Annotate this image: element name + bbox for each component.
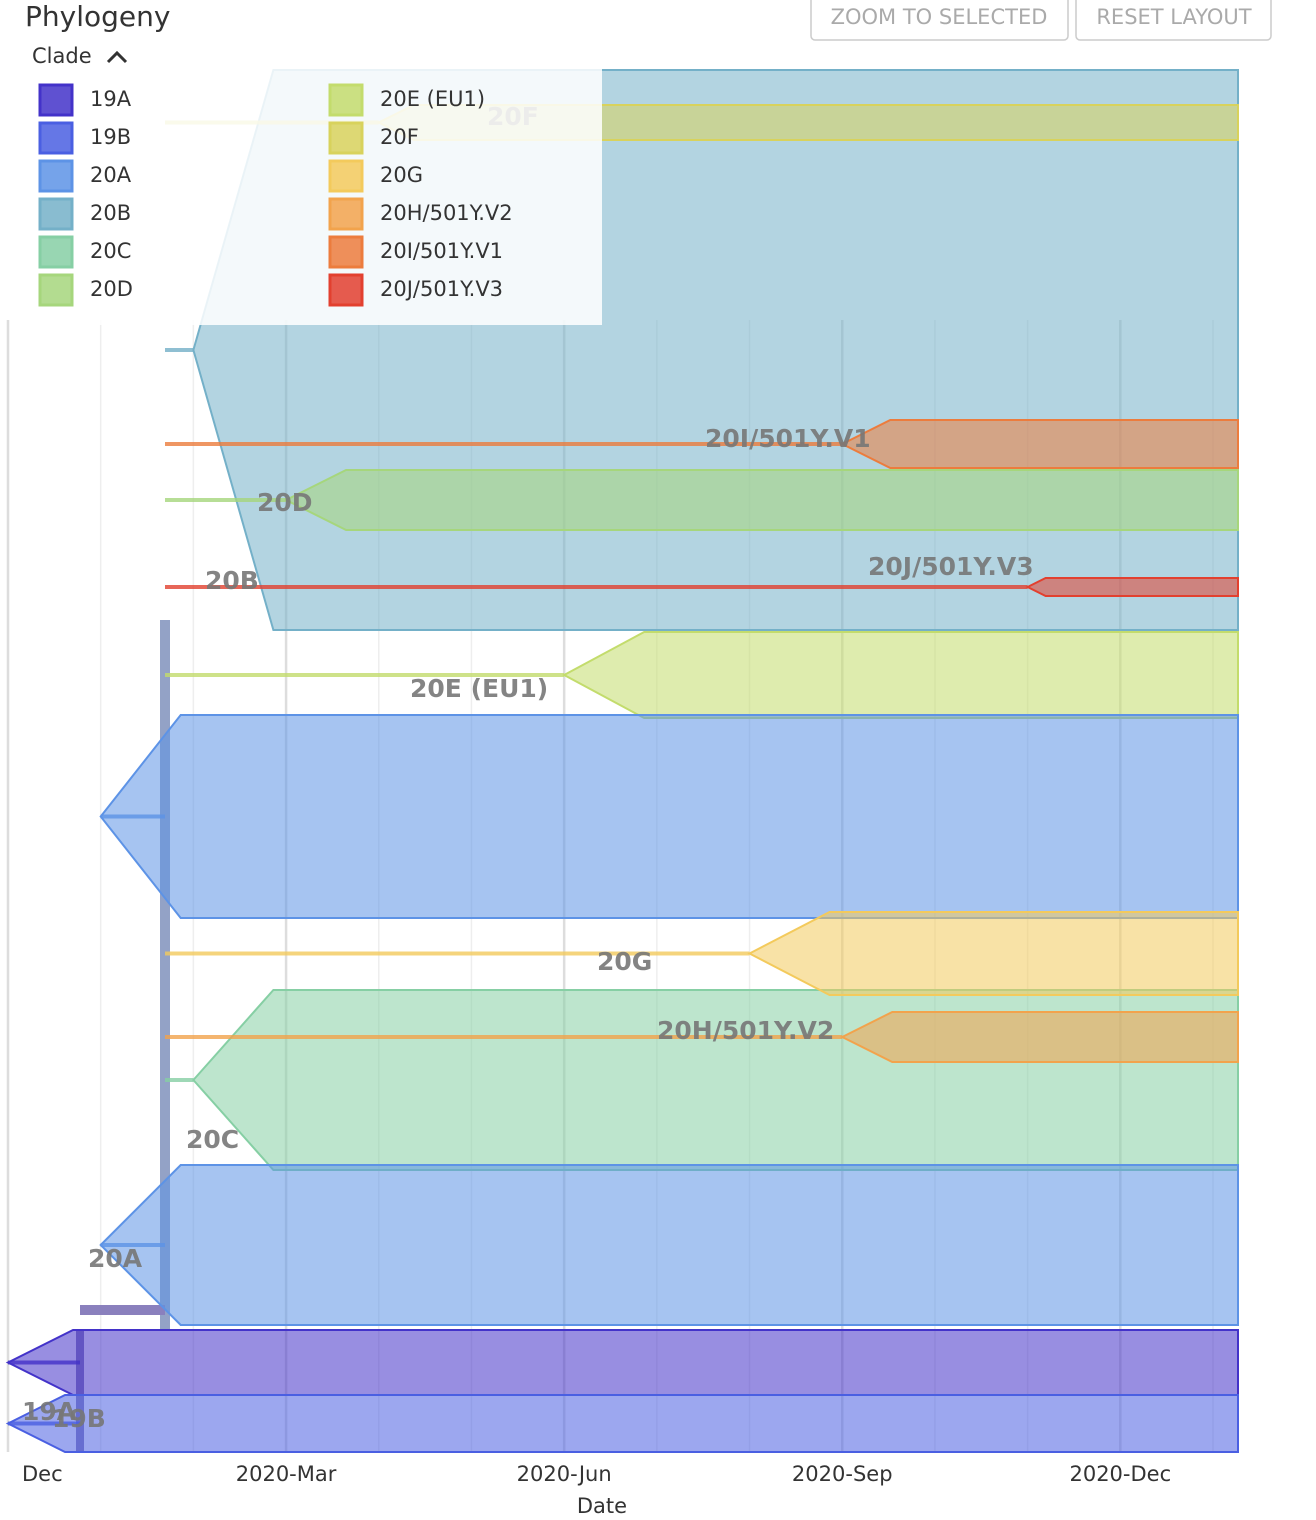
- button-frame[interactable]: [810, 0, 1069, 41]
- clade-band: [99, 714, 1239, 919]
- clade-label: 19B: [52, 1404, 106, 1433]
- legend-label[interactable]: 20E (EU1): [380, 87, 485, 111]
- collapse-caret[interactable]: [106, 50, 128, 64]
- clade-label: 19A: [22, 1397, 77, 1426]
- legend-label[interactable]: 20C: [90, 239, 131, 263]
- legend-swatch[interactable]: [328, 273, 364, 307]
- clade-band: [5, 1329, 1239, 1396]
- legend-label[interactable]: 20G: [380, 163, 423, 187]
- legend-background: [20, 40, 602, 325]
- x-tick-label: 2020-Jun: [517, 1462, 612, 1486]
- legend-swatch[interactable]: [328, 235, 364, 269]
- clade-band: [5, 1394, 1239, 1453]
- button-label[interactable]: ZOOM TO SELECTED: [831, 5, 1048, 29]
- legend-swatch[interactable]: [328, 121, 364, 155]
- legend-swatch[interactable]: [328, 159, 364, 193]
- clade-label: 20E (EU1): [410, 674, 548, 703]
- legend-swatch[interactable]: [38, 83, 74, 117]
- legend-swatch[interactable]: [38, 121, 74, 155]
- x-tick-label: 2020-Mar: [236, 1462, 337, 1486]
- legend-label[interactable]: 20F: [380, 125, 419, 149]
- panel-title: Phylogeny: [25, 0, 170, 33]
- reset-button[interactable]: RESET LAYOUT: [1075, 0, 1272, 41]
- legend-label[interactable]: 20I/501Y.V1: [380, 239, 503, 263]
- button-label[interactable]: RESET LAYOUT: [1096, 5, 1251, 29]
- clade-band: [747, 911, 1239, 996]
- clade-label: 20G: [597, 947, 652, 976]
- legend-swatch[interactable]: [38, 197, 74, 231]
- legend-swatch[interactable]: [38, 235, 74, 269]
- legend-label[interactable]: 20A: [90, 163, 132, 187]
- legend-swatch[interactable]: [328, 197, 364, 231]
- button-frame[interactable]: [1075, 0, 1272, 41]
- clade-band: [1025, 577, 1239, 597]
- clade-label: 20H/501Y.V2: [657, 1016, 834, 1045]
- x-axis-title: Date: [577, 1494, 627, 1518]
- clade-label: 20D: [257, 488, 313, 517]
- x-tick-label: 2020-Dec: [1069, 1462, 1171, 1486]
- legend-swatch[interactable]: [328, 83, 364, 117]
- legend-label[interactable]: 19B: [90, 125, 131, 149]
- legend-swatch[interactable]: [38, 159, 74, 193]
- clade-band: [99, 1164, 1239, 1326]
- clade-label: 20A: [88, 1244, 143, 1273]
- x-tick-label: Dec: [22, 1462, 63, 1486]
- legend-label[interactable]: 20D: [90, 277, 133, 301]
- legend-label[interactable]: 19A: [90, 87, 132, 111]
- zoom-button[interactable]: ZOOM TO SELECTED: [810, 0, 1069, 41]
- legend-title[interactable]: Clade: [32, 44, 92, 68]
- legend-label[interactable]: 20H/501Y.V2: [380, 201, 513, 225]
- legend: Clade 19A 19B 20A 20B 20C 20D 20E (EU1) 20F 20G 2…: [20, 40, 602, 325]
- clade-band: [839, 1011, 1239, 1063]
- clade-label: 20C: [186, 1125, 239, 1154]
- x-tick-label: 2020-Sep: [792, 1462, 893, 1486]
- legend-label[interactable]: 20B: [90, 201, 131, 225]
- legend-swatch[interactable]: [38, 273, 74, 307]
- clade-band: [562, 631, 1239, 719]
- clade-band: [839, 419, 1239, 469]
- legend-label[interactable]: 20J/501Y.V3: [380, 277, 503, 301]
- clade-label: 20I/501Y.V1: [705, 424, 871, 453]
- clade-label: 20J/501Y.V3: [868, 552, 1034, 581]
- clade-label: 20B: [205, 566, 259, 595]
- clade-band: [283, 469, 1239, 531]
